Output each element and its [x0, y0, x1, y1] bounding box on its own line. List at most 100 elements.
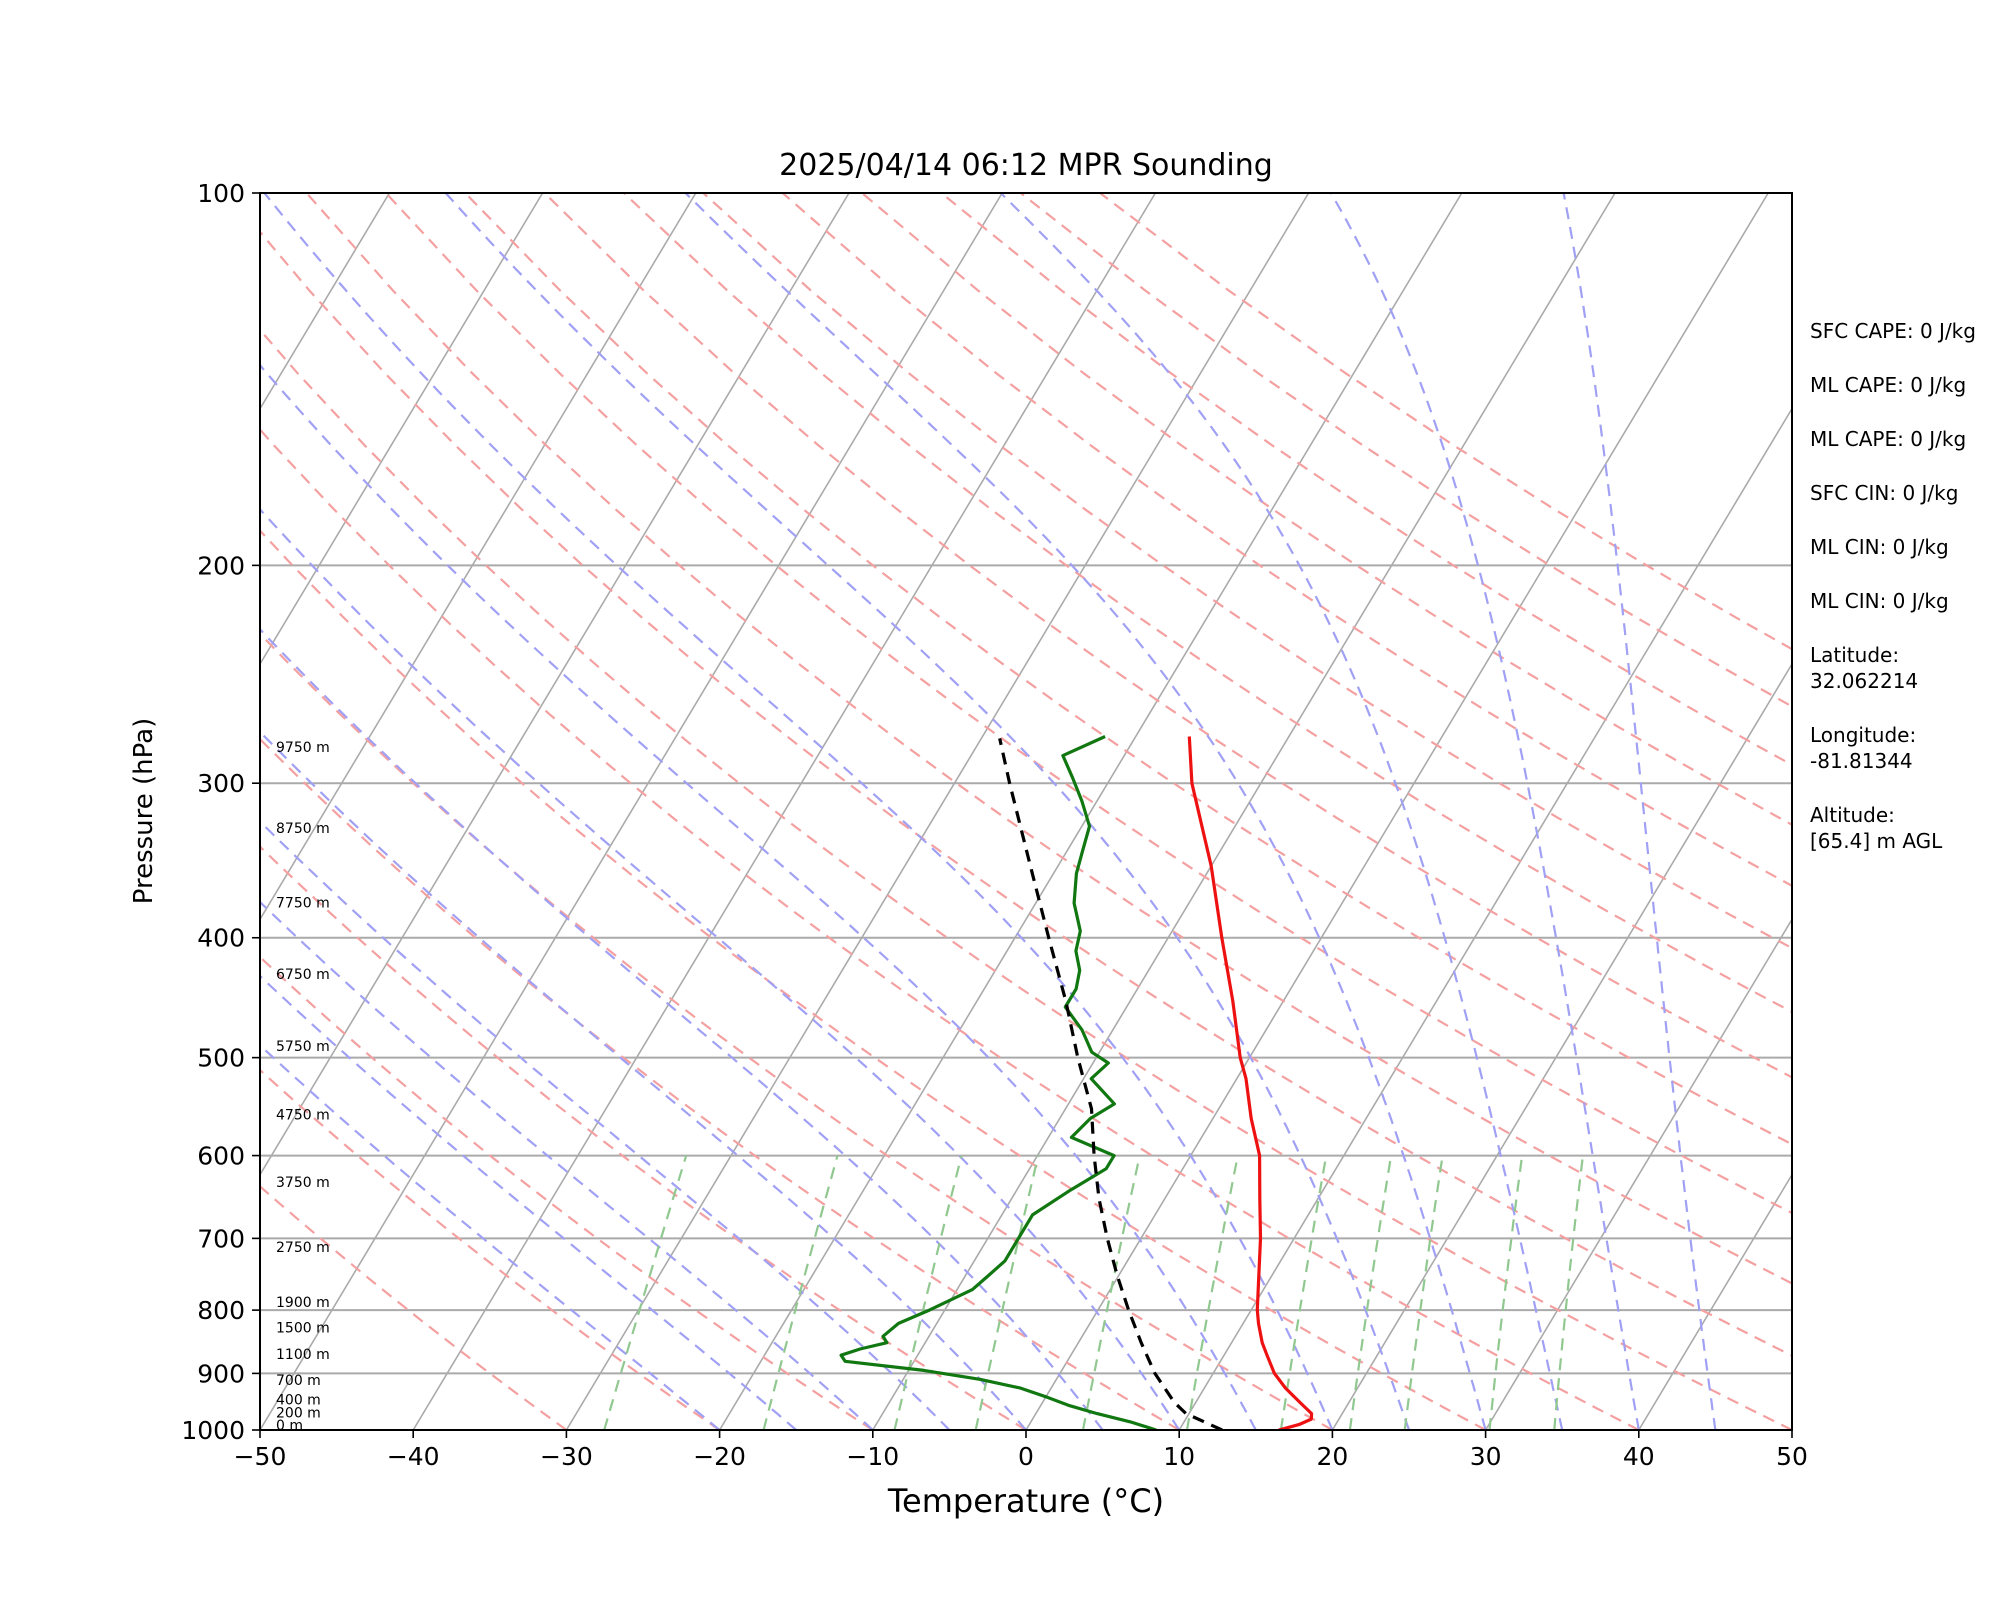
y-tick-label: 100	[197, 179, 245, 208]
dry-adiabat	[260, 427, 1640, 1430]
x-tick-label: −20	[693, 1442, 746, 1471]
mixing-ratio-line	[1279, 1155, 1328, 1430]
mixing-ratio-line	[1185, 1155, 1239, 1430]
x-tick-label: 0	[1018, 1442, 1034, 1471]
dry-adiabat	[260, 1068, 721, 1430]
info-sfc-cape: SFC CAPE: 0 J/kg	[1810, 319, 1976, 343]
isotherm-line	[1178, 407, 1792, 1430]
isotherm-line	[260, 193, 1003, 1430]
y-tick-label: 800	[197, 1296, 245, 1325]
dry-adiabat	[385, 193, 1792, 1215]
mixing-ratio-line	[762, 1155, 839, 1430]
y-tick-label: 600	[197, 1142, 245, 1171]
x-tick-label: −10	[846, 1442, 899, 1471]
moist-adiabat	[260, 627, 1104, 1430]
height-label: 1100 m	[276, 1347, 330, 1363]
info-ml-cin: ML CIN: 0 J/kg	[1810, 535, 1949, 559]
x-tick-label: −30	[540, 1442, 593, 1471]
moist-adiabat	[260, 820, 951, 1430]
moist-adiabat	[260, 363, 1257, 1430]
height-label: 200 m	[276, 1405, 321, 1421]
info-ml-cape: ML CAPE: 0 J/kg	[1810, 373, 1967, 397]
x-tick-label: −50	[234, 1442, 287, 1471]
height-label: 8750 m	[276, 821, 330, 837]
info-ml-cin-2: ML CIN: 0 J/kg	[1810, 589, 1949, 613]
x-axis-label: Temperature (°C)	[887, 1482, 1164, 1520]
height-label: 7750 m	[276, 895, 330, 911]
moist-adiabat	[1330, 193, 1640, 1430]
series-layer	[839, 735, 1314, 1430]
mixing-ratio-line	[893, 1155, 963, 1430]
mixing-ratio-line	[974, 1155, 1040, 1430]
height-label: 1500 m	[276, 1320, 330, 1336]
height-label: 400 m	[276, 1393, 321, 1409]
mixing-ratio-line	[1553, 1155, 1584, 1430]
y-tick-label: 300	[197, 769, 245, 798]
isotherm-line	[260, 193, 391, 411]
sounding-info-panel: SFC CAPE: 0 J/kg ML CAPE: 0 J/kg ML CAPE…	[1810, 318, 1998, 882]
y-tick-label: 400	[197, 924, 245, 953]
dewpoint-profile	[839, 735, 1157, 1430]
moist-adiabat	[260, 1043, 721, 1430]
dry-adiabat	[260, 955, 874, 1430]
temperature-profile	[1187, 736, 1314, 1430]
dry-adiabat	[543, 193, 1792, 1079]
x-axis: −50 −40 −30 −20 −10 0 10 20 30 40 50	[234, 1430, 1808, 1471]
chart-title: 2025/04/14 06:12 MPR Sounding	[779, 148, 1273, 183]
info-altitude: Altitude: [65.4] m AGL	[1810, 802, 1998, 854]
x-tick-label: −40	[387, 1442, 440, 1471]
isotherm-line	[872, 193, 1616, 1430]
isotherm-line	[412, 193, 1157, 1430]
dry-adiabat	[305, 193, 1792, 1285]
height-label: 9750 m	[276, 740, 330, 756]
moist-adiabat	[684, 193, 1487, 1430]
isotherm-line	[1025, 193, 1769, 1430]
dry-adiabat	[781, 193, 1792, 887]
moist-adiabat	[263, 193, 1334, 1430]
moist-adiabat	[260, 730, 1027, 1430]
moist-adiabat	[999, 193, 1564, 1430]
isotherm-line	[260, 193, 850, 1177]
moist-adiabat	[260, 974, 797, 1430]
y-tick-label: 700	[197, 1224, 245, 1253]
dry-adiabat	[260, 1184, 568, 1430]
longitude-value: -81.81344	[1810, 749, 1913, 773]
x-tick-label: 50	[1776, 1442, 1808, 1471]
height-label: 2750 m	[276, 1240, 330, 1256]
isotherm-line	[0, 193, 83, 1430]
parcel-profile	[998, 738, 1223, 1430]
dry-adiabat	[260, 328, 1792, 1430]
dry-adiabat	[260, 529, 1487, 1430]
y-axis: 1000 900 800 700 600 500 400 300 200 100	[181, 179, 260, 1445]
dry-adiabat	[260, 632, 1333, 1430]
grid-layer	[0, 193, 1792, 1430]
dry-adiabat	[260, 230, 1792, 1357]
x-tick-label: 30	[1470, 1442, 1502, 1471]
height-label: 4750 m	[276, 1107, 330, 1123]
height-label: 700 m	[276, 1373, 321, 1389]
y-axis-label: Pressure (hPa)	[129, 718, 159, 905]
x-tick-label: 20	[1316, 1442, 1348, 1471]
y-tick-label: 1000	[181, 1416, 245, 1445]
dry-adiabat	[260, 737, 1180, 1430]
y-tick-label: 900	[197, 1359, 245, 1388]
isotherm-line	[565, 193, 1310, 1430]
isotherm-line	[1484, 917, 1792, 1430]
y-tick-label: 500	[197, 1044, 245, 1073]
info-longitude: Longitude: -81.81344	[1810, 722, 1998, 774]
mixing-ratio-line	[1081, 1155, 1141, 1430]
info-latitude: Latitude: 32.062214	[1810, 642, 1998, 694]
mixing-ratio-line	[1488, 1155, 1524, 1430]
height-label: 6750 m	[276, 967, 330, 983]
info-ml-cape-2: ML CAPE: 0 J/kg	[1810, 427, 1967, 451]
dry-adiabat	[464, 193, 1792, 1146]
moist-adiabat	[260, 900, 874, 1430]
dry-adiabat	[1020, 193, 1792, 708]
altitude-value: [65.4] m AGL	[1810, 829, 1943, 853]
x-tick-label: 40	[1623, 1442, 1655, 1471]
dry-adiabat	[861, 193, 1792, 826]
info-sfc-cin: SFC CIN: 0 J/kg	[1810, 481, 1959, 505]
plot-frame	[259, 192, 1793, 1431]
